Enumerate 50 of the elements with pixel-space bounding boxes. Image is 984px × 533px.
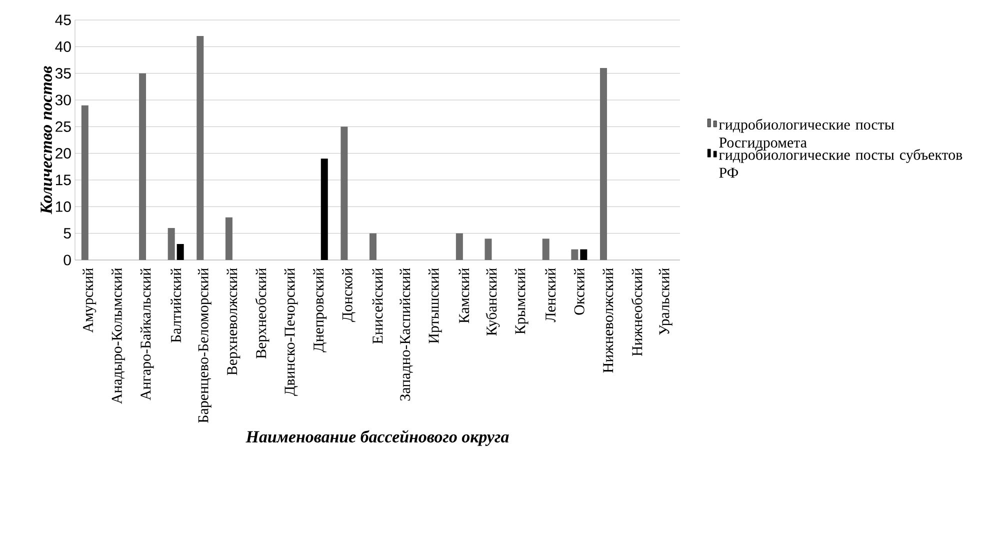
x-tick-label: Балтийский xyxy=(170,268,182,343)
bar xyxy=(580,249,588,260)
bar xyxy=(340,126,348,260)
x-tick-label: Нижнеобский xyxy=(631,268,642,356)
bar xyxy=(542,238,550,260)
x-tick-label: Верхнеобский xyxy=(255,268,270,358)
bar xyxy=(456,233,463,260)
bar xyxy=(225,217,232,260)
x-tick-label: Анадыро-Колымский xyxy=(112,268,125,404)
x-tick-label: Двинско-Печорский xyxy=(284,268,298,396)
bar xyxy=(176,244,184,260)
bar xyxy=(139,73,146,260)
bar xyxy=(571,249,578,260)
y-tick-label: 25 xyxy=(56,121,71,132)
bar xyxy=(168,228,175,260)
x-tick-label: Камский xyxy=(458,268,470,324)
bar xyxy=(600,68,607,260)
y-tick-label: 5 xyxy=(64,228,71,239)
bar xyxy=(81,105,88,260)
legend-label: гидробиологические посты Росгидромета xyxy=(719,118,894,151)
y-tick-label: 10 xyxy=(56,201,71,212)
y-tick-label: 30 xyxy=(55,94,71,106)
x-tick-label: Кубанский xyxy=(486,268,500,336)
x-tick-label: Днепровский xyxy=(313,268,327,352)
x-axis-title: Наименование бассейнового округа xyxy=(246,430,509,446)
y-tick-label: 20 xyxy=(56,148,71,159)
y-tick-label: 15 xyxy=(56,174,71,186)
x-tick-label: Ленский xyxy=(545,268,556,322)
x-tick-label: Иртышский xyxy=(428,268,442,344)
y-tick-label: 35 xyxy=(55,68,71,79)
x-tick-label: Амурский xyxy=(82,268,96,333)
legend-label: гидробиологические посты субъектов РФ xyxy=(719,149,962,178)
x-tick-label: Западно-Каспийский xyxy=(400,268,413,401)
x-tick-label: Донской xyxy=(342,268,356,322)
x-tick-label: Крымский xyxy=(514,268,528,334)
bar xyxy=(320,158,328,260)
bar xyxy=(196,36,204,260)
x-tick-label: Баренцево-Беломорский xyxy=(198,268,212,423)
x-tick-label: Уральский xyxy=(658,268,672,335)
x-tick-label: Нижневолжский xyxy=(602,268,614,373)
y-axis-title: Количество постов xyxy=(40,66,52,214)
y-tick-label: 45 xyxy=(55,14,71,26)
y-tick-label: 0 xyxy=(64,254,71,266)
x-tick-label: Енисейский xyxy=(372,268,383,344)
x-tick-label: Окский xyxy=(574,268,584,315)
x-tick-label: Верхневолжский xyxy=(226,268,240,376)
bar xyxy=(370,233,377,260)
x-tick-label: Ангаро-Байкальский xyxy=(140,268,154,400)
y-tick-label: 40 xyxy=(55,41,71,52)
bar xyxy=(484,238,492,260)
